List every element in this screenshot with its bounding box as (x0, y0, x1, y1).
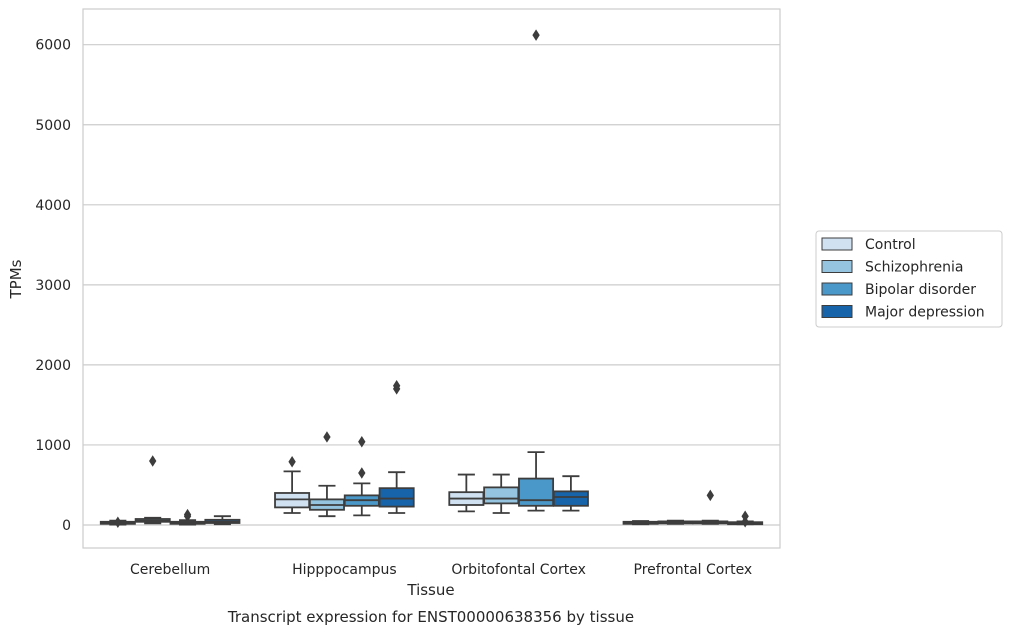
outlier-point (741, 510, 749, 522)
outlier-point (149, 455, 157, 467)
y-tick-label: 1000 (35, 438, 71, 454)
outlier-point (183, 510, 192, 522)
box-major-depression (204, 515, 241, 526)
legend-label: Major depression (865, 305, 985, 321)
legend-swatch (821, 282, 853, 296)
x-axis-label: Tissue (406, 581, 454, 599)
x-tick-label: Orbitofontal Cortex (451, 562, 586, 578)
box-control (274, 456, 311, 514)
legend-label: Control (865, 237, 916, 253)
plot-frame (82, 8, 781, 549)
chart-caption: Transcript expression for ENST0000063835… (227, 608, 634, 626)
y-tick-label: 0 (62, 518, 71, 534)
legend-label: Bipolar disorder (865, 282, 976, 298)
legend-swatch (821, 305, 853, 318)
y-axis-label: TPMs (7, 259, 25, 299)
box-body (483, 486, 520, 505)
box-body (552, 490, 589, 507)
box-control (448, 473, 485, 513)
outlier-point (358, 467, 366, 479)
x-tick-label: Prefrontal Cortex (634, 562, 753, 578)
box-major-depression (378, 379, 415, 514)
box-schizophrenia (134, 455, 171, 525)
gridlines (83, 44, 780, 526)
outlier-point (358, 436, 366, 448)
box-bipolar-disorder (343, 436, 380, 517)
legend-swatch (821, 237, 853, 251)
y-tick-labels: 0 1000 2000 3000 4000 5000 6000 (35, 38, 71, 534)
outlier-point (288, 456, 296, 468)
legend: Control Schizophrenia Bipolar disorder Majo… (815, 230, 1003, 328)
x-tick-labels: Cerebellum Hipppocampus Orbitofontal Corte… (130, 562, 752, 578)
outlier-point (323, 431, 331, 443)
box-bipolar-disorder (518, 29, 555, 512)
box-major-depression (552, 475, 589, 512)
outlier-point (532, 29, 540, 41)
legend-label: Schizophrenia (865, 260, 963, 276)
outlier-point (706, 489, 714, 502)
boxes (99, 29, 764, 528)
x-tick-label: Cerebellum (130, 562, 210, 578)
y-tick-label: 3000 (35, 278, 71, 294)
box-bipolar-disorder (169, 508, 206, 526)
box-control (99, 516, 136, 528)
box-body (518, 477, 555, 507)
legend-swatch (821, 260, 853, 273)
outlier-point (392, 379, 401, 392)
x-tick-label: Hipppocampus (292, 562, 397, 578)
y-tick-label: 2000 (35, 358, 71, 374)
box-bipolar-disorder (692, 489, 729, 525)
box-body (378, 487, 415, 508)
legend-frame (815, 230, 1003, 328)
y-tick-label: 5000 (35, 118, 71, 134)
box-major-depression (727, 510, 764, 528)
box-schizophrenia (483, 473, 520, 514)
y-tick-label: 4000 (35, 198, 71, 214)
box-control (622, 520, 659, 526)
box-schizophrenia (657, 519, 694, 525)
y-tick-label: 6000 (35, 38, 71, 54)
outlier-point (114, 516, 122, 528)
